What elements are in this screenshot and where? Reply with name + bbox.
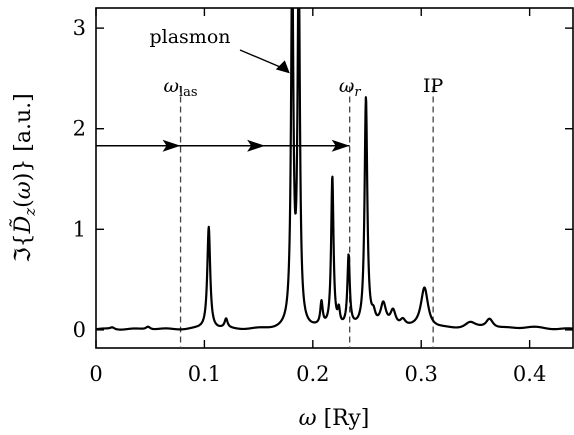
plasmon-arrow-line	[239, 49, 287, 71]
y-tick-label: 3	[73, 16, 86, 40]
laser-arrow	[96, 139, 350, 152]
y-axis-ticks: 0 1 2 3	[73, 16, 573, 342]
x-axis-ticks: 0 0.1 0.2 0.3 0.4	[89, 8, 546, 386]
y-tick-label: 1	[73, 217, 86, 241]
reference-line-label: ωr	[339, 75, 362, 100]
x-tick-label: 0.2	[296, 362, 329, 386]
plot-frame	[95, 7, 574, 349]
spectrum-series-line	[96, 8, 574, 331]
y-tick-label: 2	[73, 117, 86, 141]
annotations: plasmon	[149, 26, 290, 74]
arrow-head	[162, 139, 181, 152]
reference-lines: ωlas ωr IP	[164, 75, 444, 348]
x-axis-title: ω [Ry]	[299, 406, 370, 431]
arrow-head	[247, 139, 266, 152]
svg-text:ℑ{D̃z(ω)} [a.u.]: ℑ{D̃z(ω)} [a.u.]	[10, 93, 39, 262]
plasmon-arrow-head	[275, 60, 290, 74]
reference-line-label: IP	[423, 75, 444, 97]
y-tick-label: 0	[73, 318, 86, 342]
arrow-head	[331, 139, 350, 152]
x-tick-label: 0.1	[188, 362, 221, 386]
reference-line-label: ωlas	[164, 75, 198, 100]
x-tick-label: 0	[89, 362, 102, 386]
x-tick-label: 0.3	[405, 362, 438, 386]
plasmon-label: plasmon	[149, 26, 230, 48]
x-tick-label: 0.4	[513, 362, 546, 386]
y-axis-title: ℑ{D̃z(ω)} [a.u.]	[10, 93, 39, 262]
